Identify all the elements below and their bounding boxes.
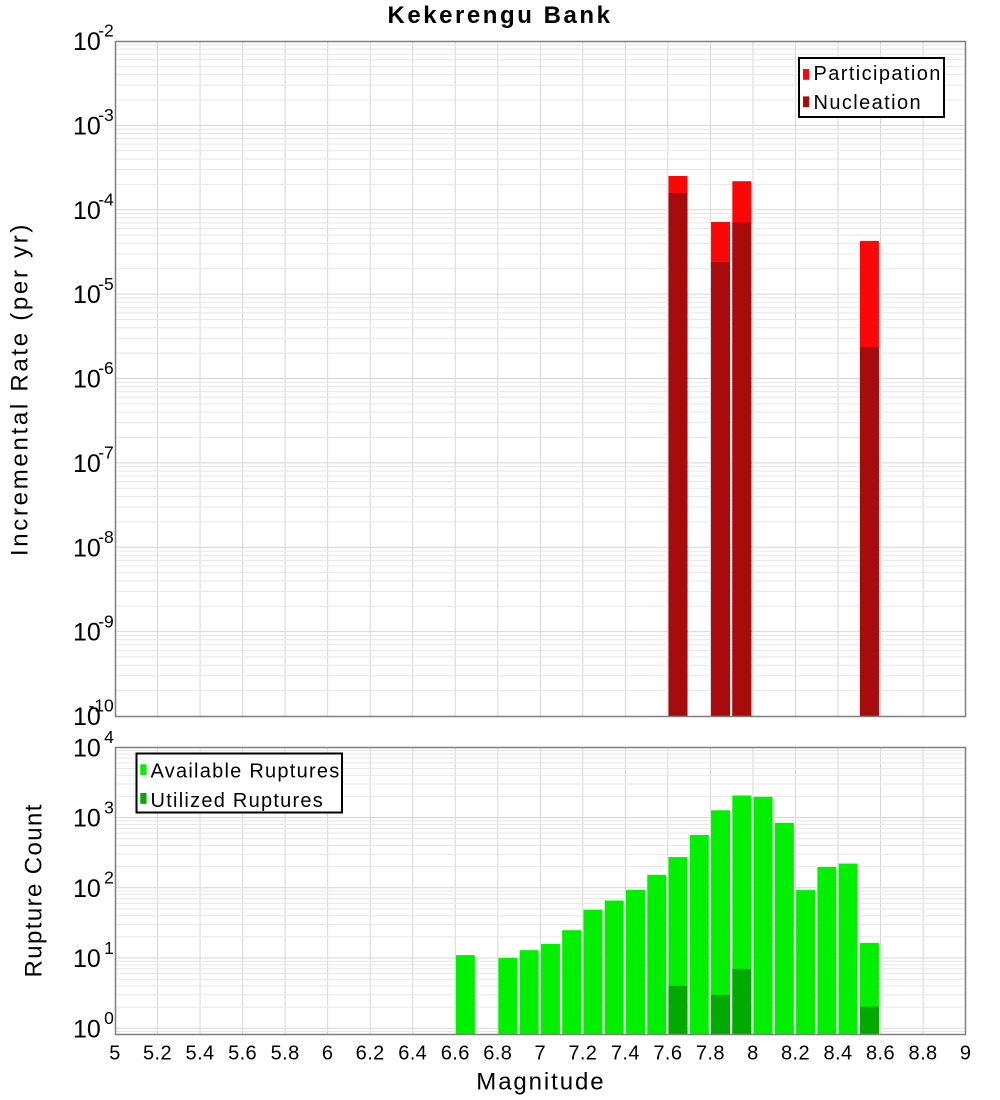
svg-text:9: 9 [960,1042,972,1064]
svg-text:2: 2 [104,868,114,888]
svg-text:10: 10 [73,805,101,833]
svg-text:10: 10 [73,1015,101,1043]
svg-text:Nucleation: Nucleation [814,92,923,114]
svg-text:10: 10 [73,197,101,225]
svg-text:10: 10 [73,366,101,394]
svg-text:-6: -6 [98,358,114,378]
svg-text:5: 5 [109,1042,121,1064]
svg-text:Utilized Ruptures: Utilized Ruptures [151,790,325,812]
svg-text:6.4: 6.4 [398,1042,427,1064]
svg-text:10: 10 [73,281,101,309]
svg-text:-10: -10 [89,696,115,716]
svg-text:7.6: 7.6 [653,1042,682,1064]
svg-text:5.2: 5.2 [143,1042,172,1064]
svg-text:5.8: 5.8 [271,1042,300,1064]
svg-text:-4: -4 [98,189,114,209]
svg-text:7: 7 [535,1042,547,1064]
svg-text:6: 6 [322,1042,334,1064]
svg-text:7.2: 7.2 [568,1042,597,1064]
svg-text:6.8: 6.8 [483,1042,512,1064]
svg-text:10: 10 [73,112,101,140]
svg-text:-2: -2 [98,21,114,41]
svg-text:6.6: 6.6 [441,1042,470,1064]
svg-text:10: 10 [73,28,101,56]
svg-text:10: 10 [73,875,101,903]
svg-text:Participation: Participation [814,63,942,85]
svg-text:10: 10 [73,734,101,762]
svg-text:5.4: 5.4 [186,1042,215,1064]
svg-text:-7: -7 [98,443,114,463]
svg-text:0: 0 [104,1008,114,1028]
svg-text:6.2: 6.2 [356,1042,385,1064]
svg-text:10: 10 [73,534,101,562]
svg-text:10: 10 [73,945,101,973]
svg-text:-3: -3 [98,105,114,125]
svg-text:5.6: 5.6 [228,1042,257,1064]
svg-text:8.4: 8.4 [824,1042,853,1064]
svg-text:-9: -9 [98,611,114,631]
svg-text:7.8: 7.8 [696,1042,725,1064]
svg-text:-5: -5 [98,274,114,294]
svg-text:Kekerengu Bank: Kekerengu Bank [387,2,612,29]
svg-text:Magnitude: Magnitude [476,1069,605,1096]
svg-text:10: 10 [73,619,101,647]
svg-text:8.2: 8.2 [781,1042,810,1064]
svg-text:3: 3 [104,797,114,817]
svg-text:Rupture Count: Rupture Count [21,803,48,977]
svg-text:7.4: 7.4 [611,1042,640,1064]
svg-text:-8: -8 [98,527,114,547]
svg-text:4: 4 [104,727,114,747]
svg-text:8.8: 8.8 [909,1042,938,1064]
svg-text:10: 10 [73,703,101,731]
svg-text:8.6: 8.6 [866,1042,895,1064]
svg-text:Incremental Rate (per yr): Incremental Rate (per yr) [7,222,34,556]
svg-text:8: 8 [747,1042,759,1064]
svg-text:10: 10 [73,450,101,478]
svg-text:1: 1 [104,938,114,958]
svg-text:Available Ruptures: Available Ruptures [151,761,341,783]
